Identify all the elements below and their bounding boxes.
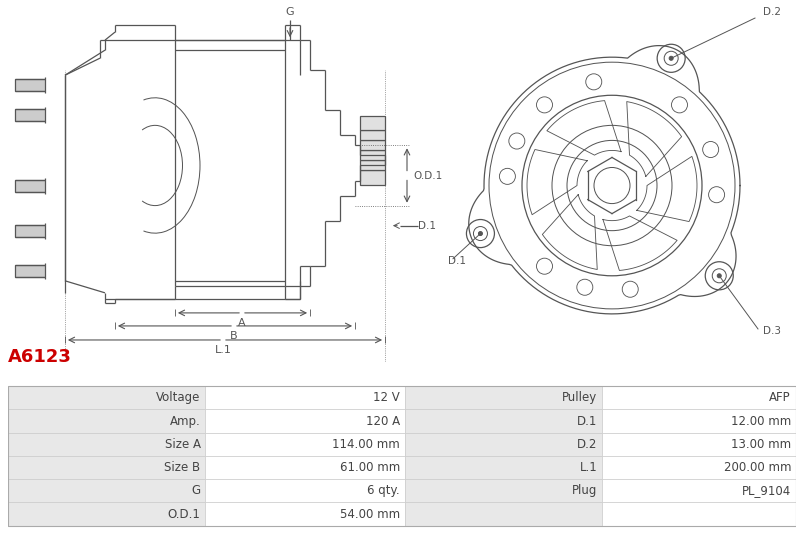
Bar	[206, 456, 405, 479]
Text: Size A: Size A	[165, 438, 201, 451]
Bar	[206, 433, 405, 456]
Text: 6 qty.: 6 qty.	[367, 484, 400, 497]
Bar	[206, 479, 405, 503]
Bar	[360, 171, 385, 184]
Text: AFP: AFP	[770, 391, 791, 404]
Text: D.2: D.2	[577, 438, 598, 451]
Bar	[405, 479, 602, 503]
Bar	[360, 131, 385, 140]
Bar	[8, 503, 206, 526]
Text: Pulley: Pulley	[562, 391, 598, 404]
Text: Size B: Size B	[164, 461, 201, 474]
Text: L.1: L.1	[580, 461, 598, 474]
Text: 120 A: 120 A	[366, 415, 400, 427]
Bar	[8, 409, 206, 433]
Text: O.D.1: O.D.1	[413, 171, 442, 181]
Bar	[602, 386, 796, 409]
Text: 12 V: 12 V	[374, 391, 400, 404]
Bar	[8, 433, 206, 456]
Text: O.D.1: O.D.1	[168, 507, 201, 521]
Bar	[405, 433, 602, 456]
Text: Voltage: Voltage	[156, 391, 201, 404]
Bar	[360, 116, 385, 131]
Bar	[206, 386, 405, 409]
Text: PL_9104: PL_9104	[742, 484, 791, 497]
Text: D.1: D.1	[577, 415, 598, 427]
Bar	[8, 456, 206, 479]
Text: L.1: L.1	[214, 345, 231, 355]
Bar	[15, 109, 45, 122]
Bar	[8, 479, 206, 503]
Circle shape	[478, 231, 482, 236]
Text: A: A	[238, 318, 246, 328]
Text: 200.00 mm: 200.00 mm	[723, 461, 791, 474]
Text: A6123: A6123	[8, 348, 72, 366]
Bar	[206, 503, 405, 526]
Text: Plug: Plug	[572, 484, 598, 497]
Text: 61.00 mm: 61.00 mm	[340, 461, 400, 474]
Text: D.1: D.1	[418, 221, 436, 231]
Text: 12.00 mm: 12.00 mm	[730, 415, 791, 427]
Bar	[405, 456, 602, 479]
Text: D.2: D.2	[763, 7, 781, 17]
Text: D.3: D.3	[763, 326, 781, 336]
Text: B: B	[230, 331, 238, 341]
Bar	[602, 433, 796, 456]
Bar	[360, 150, 385, 160]
Text: 54.00 mm: 54.00 mm	[340, 507, 400, 521]
Text: 13.00 mm: 13.00 mm	[731, 438, 791, 451]
Bar	[360, 160, 385, 171]
Text: D.1: D.1	[448, 256, 466, 266]
Bar	[405, 503, 602, 526]
Circle shape	[718, 274, 722, 278]
Bar	[602, 456, 796, 479]
Bar	[15, 224, 45, 237]
Text: G: G	[191, 484, 201, 497]
Bar	[602, 479, 796, 503]
Bar	[405, 386, 602, 409]
Bar	[602, 503, 796, 526]
Bar	[15, 79, 45, 91]
Text: 114.00 mm: 114.00 mm	[332, 438, 400, 451]
Bar	[8, 386, 206, 409]
Bar	[15, 265, 45, 277]
Bar	[206, 409, 405, 433]
Bar	[15, 180, 45, 191]
Bar	[602, 409, 796, 433]
Bar	[360, 140, 385, 150]
Circle shape	[669, 56, 673, 60]
Bar	[405, 409, 602, 433]
Text: Amp.: Amp.	[170, 415, 201, 427]
Text: G: G	[286, 7, 294, 17]
